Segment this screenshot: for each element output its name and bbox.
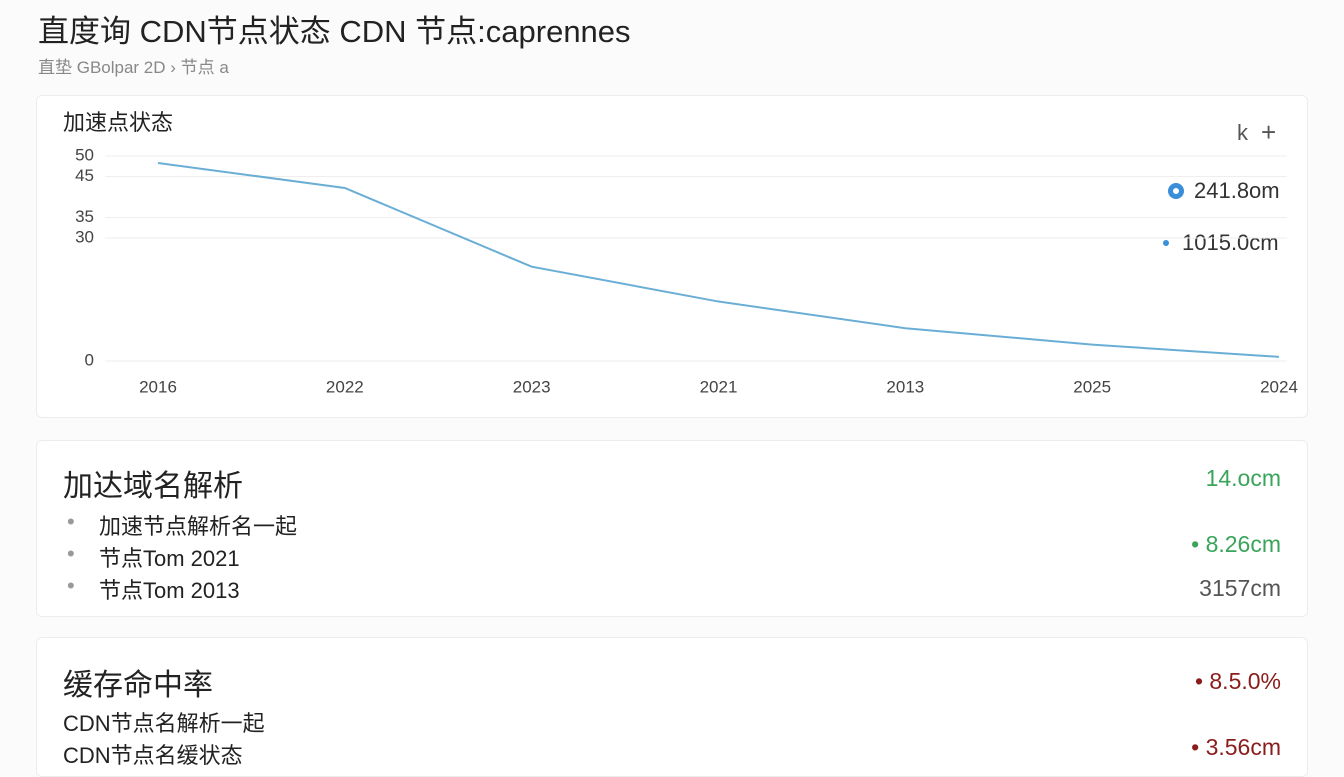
y-tick-label: 30 <box>75 227 94 246</box>
card-title: 加达域名解析 <box>63 470 243 503</box>
bullet: • <box>1191 531 1206 557</box>
list-item: CDN节点名缓状态 <box>63 743 243 768</box>
x-tick-label: 2021 <box>700 377 738 396</box>
icon[interactable]: + <box>1261 117 1276 147</box>
cache-card: 缓存命中率 CDN节点名解析一起 CDN节点名缓状态 • 8.5.0% • 3.… <box>36 637 1308 777</box>
card-title: 缓存命中率 <box>63 669 213 702</box>
stat-value: 8.5.0% <box>1209 668 1281 694</box>
stat: • 3.56cm <box>1191 734 1281 761</box>
bullet: • <box>67 509 75 534</box>
y-tick-label: 35 <box>75 207 94 226</box>
bullet: • <box>1194 668 1210 694</box>
stat: • 8.26cm <box>1191 531 1281 558</box>
legend-dot <box>1173 188 1179 194</box>
bullet: • <box>67 573 75 598</box>
y-tick-label: 50 <box>75 145 94 164</box>
bullet: • <box>67 541 75 566</box>
stat: 14.ocm <box>1205 465 1281 491</box>
legend-label: 241.8om <box>1194 178 1280 203</box>
stat: 3157cm <box>1199 575 1281 601</box>
chart-title: 加速点状态 <box>63 110 173 135</box>
legend-dot <box>1163 240 1169 246</box>
x-tick-label: 2025 <box>1073 377 1111 396</box>
line <box>157 161 1280 358</box>
bullet: • <box>1191 734 1206 760</box>
page-title: 直度询 CDN节点状态 CDN 节点:caprennes <box>38 14 631 49</box>
list-item: CDN节点名解析一起 <box>63 711 265 736</box>
breadcrumb: 直垫 GBolpar 2D › 节点 a <box>38 58 229 77</box>
legend-label: 1015.0cm <box>1182 230 1279 255</box>
stat-value: 8.26cm <box>1205 531 1281 557</box>
domain-card: 加达域名解析 • 加速节点解析名一起 • 节点Tom 2021 • 节点Tom … <box>36 440 1308 617</box>
x-tick-label: 2016 <box>139 377 177 396</box>
y-tick-label: 0 <box>85 350 94 369</box>
chart-card: 加速点状态 k + 241.8om 1015.0cm 50 45 35 30 0 2016… <box>36 95 1308 418</box>
stat-value: 3.56cm <box>1205 734 1281 760</box>
x-tick-label: 2024 <box>1260 377 1298 396</box>
page: 直度询 CDN节点状态 CDN 节点:caprennes 直垫 GBolpar … <box>36 14 1308 777</box>
x-tick-label: 2023 <box>513 377 551 396</box>
list-item: 节点Tom 2021 <box>99 546 240 571</box>
icon[interactable]: k <box>1237 120 1249 145</box>
x-tick-label: 2022 <box>326 377 364 396</box>
list-item: 节点Tom 2013 <box>99 578 240 603</box>
y-tick-label: 45 <box>75 166 94 185</box>
list-item: 加速节点解析名一起 <box>99 514 298 539</box>
stat: • 8.5.0% <box>1195 668 1281 695</box>
x-tick-label: 2013 <box>886 377 924 396</box>
